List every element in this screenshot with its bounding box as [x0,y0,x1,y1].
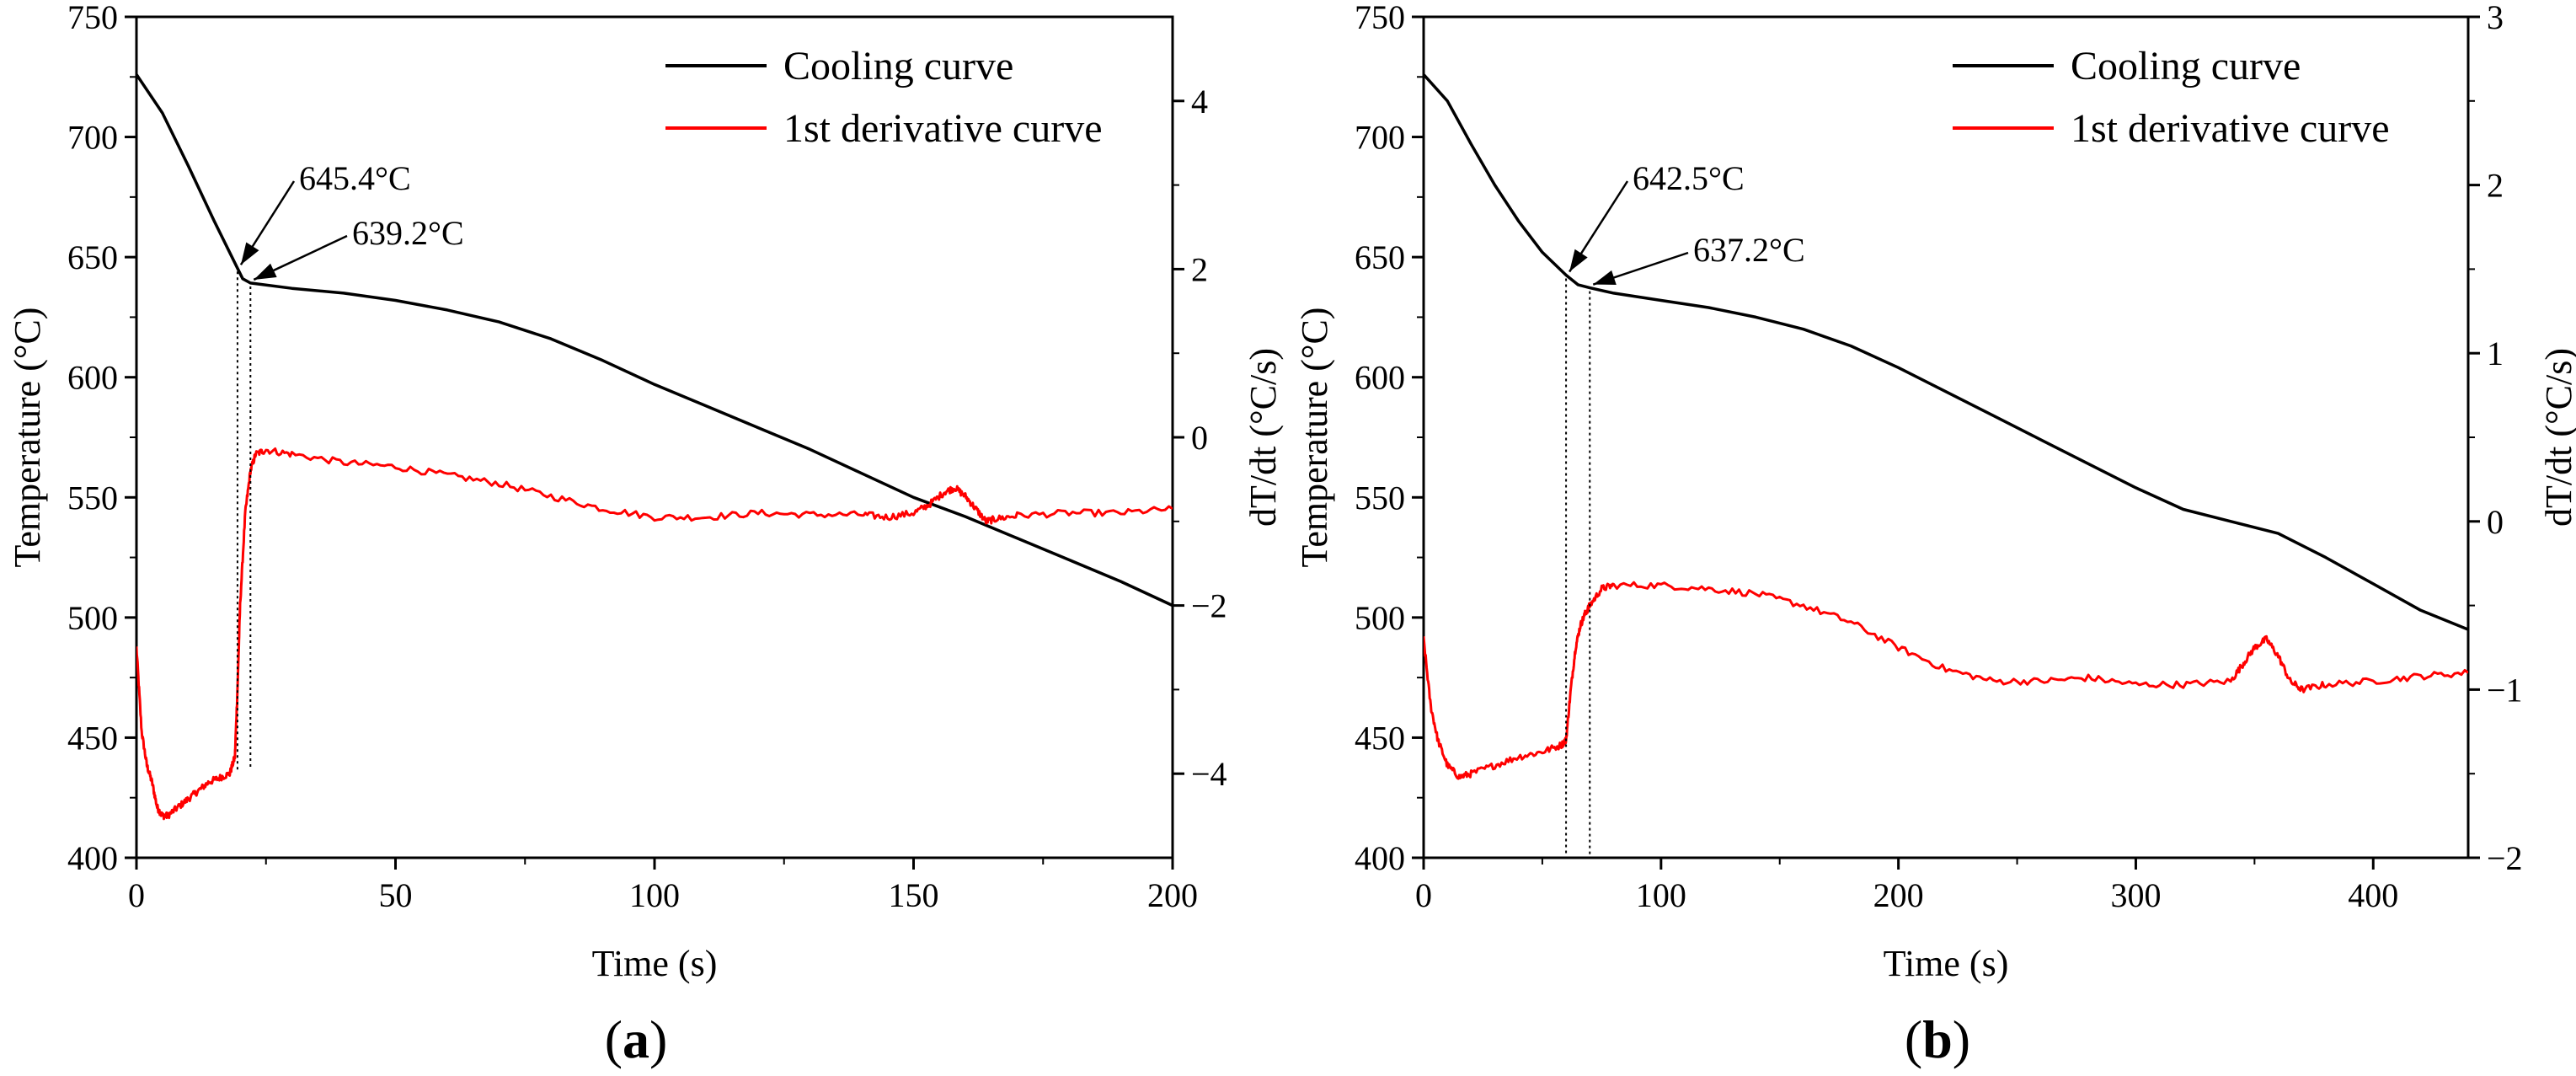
annotation-label: 645.4°C [299,159,411,197]
y-axis-label: Temperature (°C) [1294,308,1335,568]
y2-tick-label: 2 [2487,167,2504,205]
y-tick-label: 450 [1355,719,1405,757]
y2-tick-label: 2 [1191,250,1208,288]
x-tick-label: 0 [1415,876,1432,914]
annotation-label: 637.2°C [1693,231,1805,269]
y-tick-label: 600 [1355,359,1405,397]
y-tick-label: 700 [1355,119,1405,157]
x-tick-label: 100 [629,876,680,914]
x-tick-label: 100 [1636,876,1686,914]
derivative-curve [1424,581,2468,780]
x-axis-label: Time (s) [1884,943,2009,984]
annotation-arrow-head [1569,249,1588,272]
y-tick-label: 450 [67,719,118,757]
y2-tick-label: −2 [2487,839,2523,877]
y-tick-label: 650 [1355,238,1405,276]
y2-tick-label: 4 [1191,83,1208,120]
x-tick-label: 300 [2110,876,2161,914]
panel-label-close: ) [1953,1009,1970,1069]
y2-tick-label: 0 [2487,503,2504,541]
cooling-curve [136,73,1173,608]
y2-tick-label: −1 [2487,671,2523,709]
x-axis-label: Time (s) [592,943,718,984]
x-tick-label: 0 [128,876,145,914]
y-tick-label: 550 [1355,479,1405,517]
x-tick-label: 200 [1873,876,1924,914]
legend-label: Cooling curve [783,44,1013,88]
panel-label-letter: b [1922,1009,1953,1069]
cooling-curve [1424,73,2468,631]
y2-tick-label: 1 [2487,335,2504,372]
panel-label-open: ( [1905,1009,1922,1069]
y-tick-label: 600 [67,359,118,397]
annotation-arrow-head [254,263,277,280]
derivative-curve [136,447,1173,821]
panel-label-open: ( [605,1009,623,1069]
annotation-arrow-head [240,242,259,265]
plot-area [1424,73,2468,780]
annotation-arrow-head [1593,270,1617,285]
y-tick-label: 550 [67,479,118,517]
annotation-label: 639.2°C [352,214,464,252]
x-tick-label: 400 [2348,876,2398,914]
y-tick-label: 400 [67,839,118,877]
x-tick-label: 150 [889,876,939,914]
x-tick-label: 200 [1147,876,1198,914]
y2-tick-label: −4 [1191,755,1227,793]
panel-label-close: ) [649,1009,667,1069]
y-tick-label: 500 [67,599,118,637]
panel-label: (a) [605,1009,668,1069]
legend-label: 1st derivative curve [783,106,1103,151]
panel-label-letter: a [623,1009,649,1069]
y-tick-label: 750 [67,0,118,36]
x-tick-label: 50 [379,876,413,914]
chart-panel-a: 0 50 100 150 200 400 450 500 550 600 650 700 750 −4 −2… [7,0,1284,1069]
chart-panel-b: 0 100 200 300 400 400 450 500 550 600 650 700 750 −2 −… [1294,0,2576,1069]
y2-axis-label: dT/dt (°C/s) [2538,348,2576,527]
y2-tick-label: −2 [1191,587,1227,625]
y-tick-label: 650 [67,238,118,276]
plot-area [136,73,1173,821]
y-tick-label: 750 [1355,0,1405,36]
y-tick-label: 500 [1355,599,1405,637]
legend-label: 1st derivative curve [2071,106,2390,151]
y-tick-label: 700 [67,119,118,157]
y2-tick-label: 3 [2487,0,2504,36]
y-axis-label: Temperature (°C) [7,308,48,568]
annotation-label: 642.5°C [1633,159,1745,197]
y-tick-label: 400 [1355,839,1405,877]
legend-label: Cooling curve [2071,44,2301,88]
panel-label: (b) [1905,1009,1970,1069]
y2-tick-label: 0 [1191,419,1208,457]
y2-axis-label: dT/dt (°C/s) [1243,348,1284,527]
